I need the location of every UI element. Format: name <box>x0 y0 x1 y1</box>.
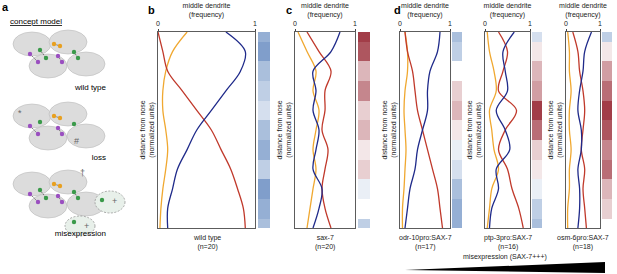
svg-text:misexpression (SAX-7+++): misexpression (SAX-7+++) <box>463 253 547 261</box>
svg-text:distance from nose(normalized: distance from nose(normalized units) <box>276 100 293 159</box>
svg-text:distance from nose(normalized: distance from nose(normalized units) <box>139 100 156 159</box>
svg-text:ptp-3pro:SAX-7(n=16): ptp-3pro:SAX-7(n=16) <box>484 234 532 251</box>
svg-text:wild type(n=20): wild type(n=20) <box>193 234 221 251</box>
svg-text:osm-6pro:SAX-7(n=18): osm-6pro:SAX-7(n=18) <box>557 234 609 251</box>
svg-text:sax-7(n=20): sax-7(n=20) <box>315 234 335 251</box>
svg-text:+: + <box>112 196 117 206</box>
svg-text:distance from nose(normalized: distance from nose(normalized units) <box>466 100 483 159</box>
svg-text:middle dendrite(frequency): middle dendrite(frequency) <box>301 2 349 19</box>
svg-text:loss: loss <box>92 153 106 162</box>
svg-text:odr-10pro:SAX-7(n=17): odr-10pro:SAX-7(n=17) <box>399 234 452 251</box>
svg-text:concept model: concept model <box>10 17 62 26</box>
svg-text:†: † <box>80 168 85 178</box>
svg-text:wild type: wild type <box>74 83 107 92</box>
svg-text:0: 0 <box>156 20 160 27</box>
svg-text:middle dendrite(frequency): middle dendrite(frequency) <box>183 2 231 19</box>
svg-text:d: d <box>394 4 401 16</box>
svg-text:distance from nose(normalized: distance from nose(normalized units) <box>381 100 398 159</box>
svg-text:c: c <box>286 4 292 16</box>
svg-text:middle dendrite(frequency): middle dendrite(frequency) <box>401 2 449 19</box>
svg-text:0: 0 <box>398 20 402 27</box>
svg-text:distance from nose(normalized: distance from nose(normalized units) <box>547 100 564 159</box>
svg-text:1: 1 <box>353 20 357 27</box>
svg-text:0: 0 <box>564 20 568 27</box>
svg-text:1: 1 <box>253 20 257 27</box>
svg-text:b: b <box>148 4 155 16</box>
svg-text:misexpression: misexpression <box>55 229 106 238</box>
svg-text:middle dendrite(frequency): middle dendrite(frequency) <box>559 2 607 19</box>
svg-text:1: 1 <box>448 20 452 27</box>
svg-text:1: 1 <box>528 20 532 27</box>
svg-text:middle dendrite(frequency): middle dendrite(frequency) <box>484 2 532 19</box>
svg-text:a: a <box>2 1 9 13</box>
svg-text:0: 0 <box>483 20 487 27</box>
svg-text:0: 0 <box>293 20 297 27</box>
svg-text:#: # <box>74 136 79 146</box>
svg-text:*: * <box>18 108 22 118</box>
svg-text:1: 1 <box>598 20 602 27</box>
